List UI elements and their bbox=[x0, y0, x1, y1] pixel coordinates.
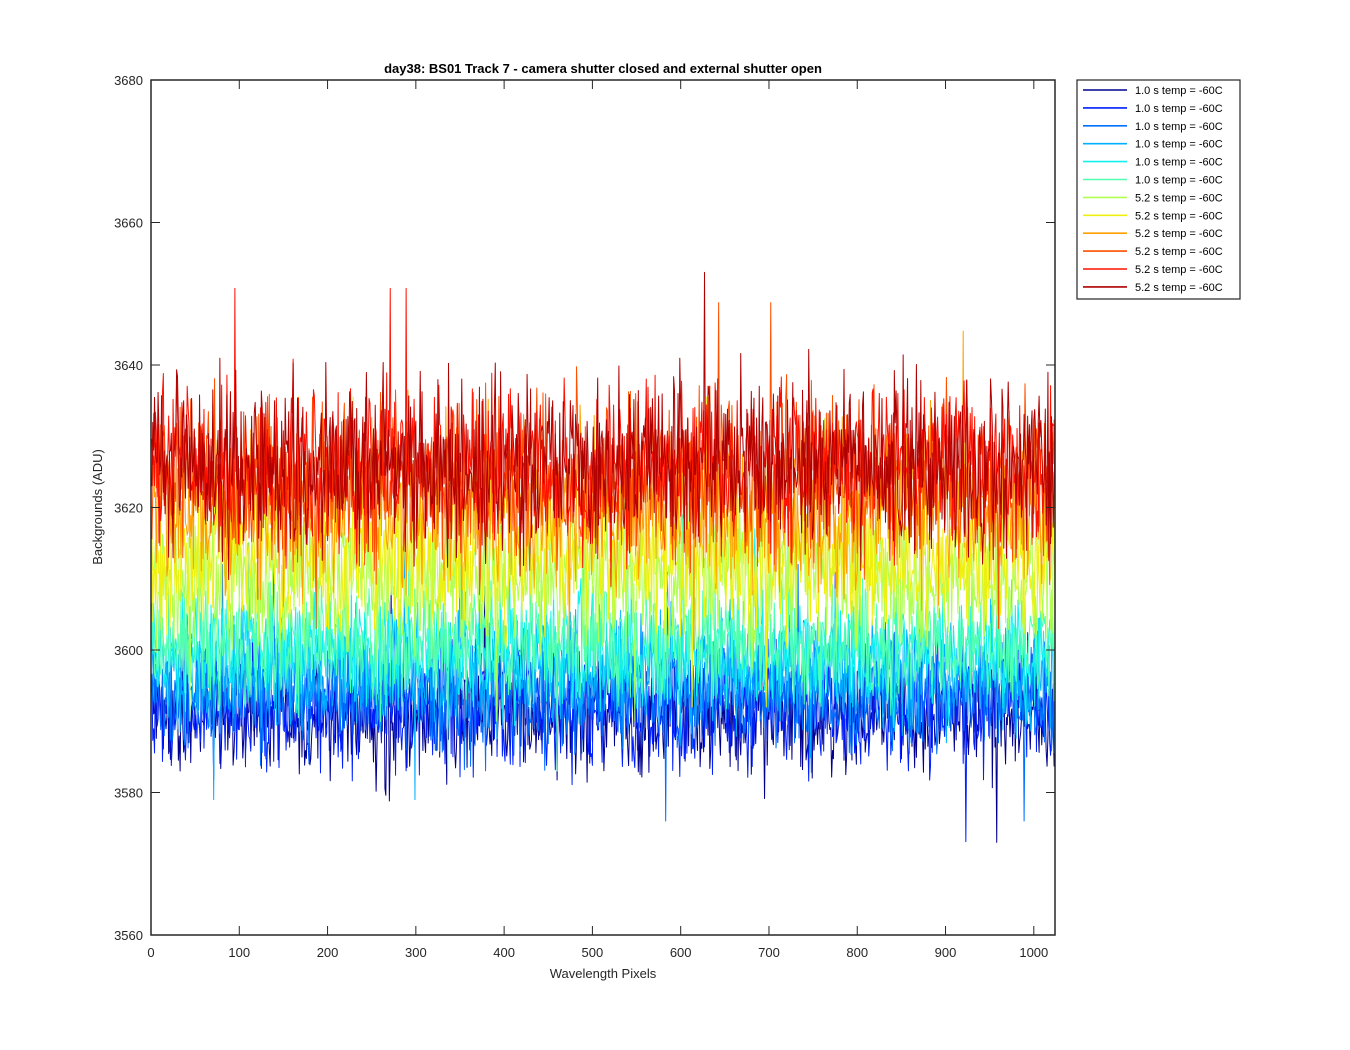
legend-label: 1.0 s temp = -60C bbox=[1135, 85, 1223, 97]
x-tick-label: 700 bbox=[758, 945, 780, 960]
y-axis-label: Backgrounds (ADU) bbox=[90, 449, 105, 565]
y-tick-label: 3580 bbox=[114, 786, 143, 801]
x-tick-label: 600 bbox=[670, 945, 692, 960]
y-tick-label: 3660 bbox=[114, 216, 143, 231]
x-tick-label: 900 bbox=[935, 945, 957, 960]
ticks-layer: 0 100 200 300 400 500 600 700 800 900 1000 3560 3580… bbox=[114, 73, 1055, 960]
legend: 1.0 s temp = -60C 1.0 s temp = -60C 1.0 s … bbox=[1076, 79, 1241, 300]
y-tick-label: 3620 bbox=[114, 501, 143, 516]
y-tick-label: 3600 bbox=[114, 643, 143, 658]
legend-label: 5.2 s temp = -60C bbox=[1135, 246, 1223, 258]
legend-label: 1.0 s temp = -60C bbox=[1135, 139, 1223, 151]
series-layer bbox=[151, 271, 1055, 843]
x-axis-label: Wavelength Pixels bbox=[550, 966, 657, 981]
x-tick-label: 300 bbox=[405, 945, 427, 960]
legend-label: 1.0 s temp = -60C bbox=[1135, 121, 1223, 133]
legend-label: 1.0 s temp = -60C bbox=[1135, 175, 1223, 187]
legend-label: 5.2 s temp = -60C bbox=[1135, 192, 1223, 204]
legend-label: 5.2 s temp = -60C bbox=[1135, 228, 1223, 240]
x-tick-label: 500 bbox=[582, 945, 604, 960]
legend-label: 1.0 s temp = -60C bbox=[1135, 103, 1223, 115]
series-line-5 bbox=[151, 528, 1055, 740]
x-tick-label: 0 bbox=[147, 945, 154, 960]
y-tick-label: 3560 bbox=[114, 928, 143, 943]
x-tick-label: 800 bbox=[846, 945, 868, 960]
x-tick-label: 1000 bbox=[1019, 945, 1048, 960]
series-line-12 bbox=[151, 271, 1055, 581]
legend-label: 5.2 s temp = -60C bbox=[1135, 210, 1223, 222]
y-tick-label: 3640 bbox=[114, 358, 143, 373]
legend-label: 5.2 s temp = -60C bbox=[1135, 264, 1223, 276]
legend-label: 1.0 s temp = -60C bbox=[1135, 157, 1223, 169]
y-tick-label: 3680 bbox=[114, 73, 143, 88]
x-tick-label: 200 bbox=[317, 945, 339, 960]
x-tick-label: 400 bbox=[493, 945, 515, 960]
chart-title: day38: BS01 Track 7 - camera shutter clo… bbox=[384, 61, 822, 76]
x-tick-label: 100 bbox=[228, 945, 250, 960]
legend-label: 5.2 s temp = -60C bbox=[1135, 282, 1223, 294]
legend-box bbox=[1076, 79, 1241, 300]
